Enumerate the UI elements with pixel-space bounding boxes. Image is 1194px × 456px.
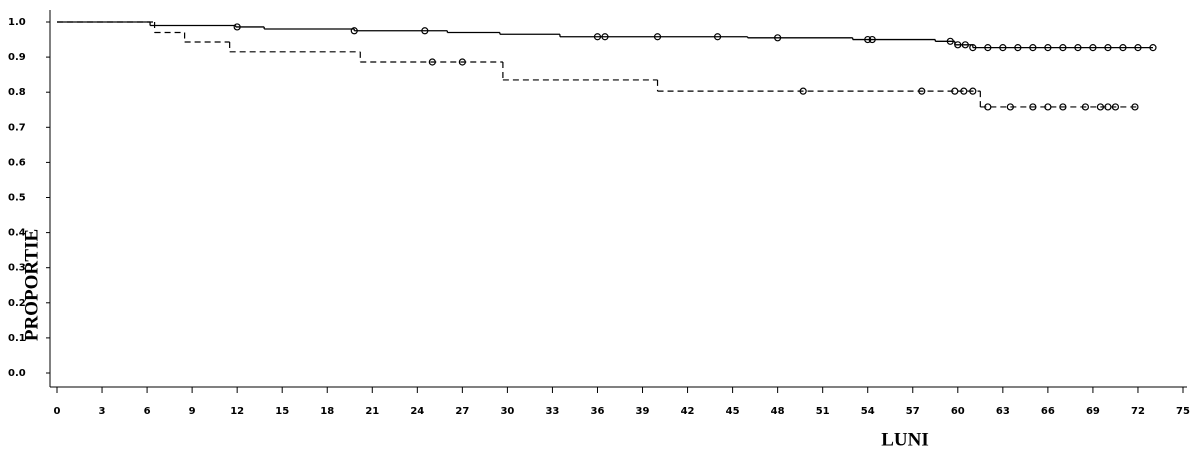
censor-mark <box>233 23 241 31</box>
censor-mark <box>799 87 807 95</box>
censor-mark <box>1059 44 1067 52</box>
y-tick-label: 0.0 <box>8 368 26 379</box>
censor-mark <box>1044 103 1052 111</box>
censor-mark <box>1074 44 1082 52</box>
x-tick-label: 63 <box>996 406 1010 417</box>
x-tick-label: 6 <box>144 406 151 417</box>
censor-mark <box>864 35 872 44</box>
x-tick-label: 66 <box>1041 406 1055 417</box>
censor-mark <box>1029 103 1037 111</box>
censor-mark <box>1104 103 1112 111</box>
censor-mark <box>1029 44 1037 52</box>
censor-mark <box>428 58 436 66</box>
y-tick-label: 0.5 <box>8 193 26 204</box>
censor-mark <box>421 27 429 35</box>
x-tick-label: 72 <box>1131 406 1145 417</box>
x-tick-label: 12 <box>230 406 244 417</box>
censor-mark <box>458 58 466 66</box>
censor-mark <box>999 44 1007 52</box>
x-axis-title: LUNI <box>881 429 929 450</box>
x-tick-label: 15 <box>275 406 289 417</box>
censor-mark <box>961 41 969 49</box>
censor-mark <box>954 41 962 49</box>
y-tick-label: 0.2 <box>8 298 26 309</box>
censor-mark <box>1096 103 1105 111</box>
y-tick-label: 0.7 <box>8 122 26 133</box>
x-tick-label: 69 <box>1086 406 1100 417</box>
y-tick-label: 0.3 <box>8 263 26 274</box>
x-tick-label: 60 <box>951 406 965 417</box>
x-tick-label: 0 <box>54 406 61 417</box>
censor-mark <box>1089 44 1097 52</box>
x-tick-label: 30 <box>500 406 514 417</box>
x-tick-label: 24 <box>410 406 424 417</box>
censor-mark <box>593 33 602 41</box>
y-tick-label: 0.9 <box>8 52 26 63</box>
y-tick-label: 0.8 <box>8 87 26 98</box>
x-tick-label: 3 <box>99 406 106 417</box>
censor-mark <box>1131 103 1139 111</box>
censor-mark <box>969 87 977 95</box>
censor-mark <box>969 44 977 52</box>
censor-mark <box>713 33 722 41</box>
y-axis-title: PROPORTIE <box>21 229 42 341</box>
censor-mark <box>1006 103 1014 111</box>
x-tick-label: 36 <box>591 406 605 417</box>
y-tick-label: 1.0 <box>8 17 26 28</box>
x-tick-label: 9 <box>189 406 196 417</box>
y-tick-label: 0.4 <box>8 228 26 239</box>
censor-mark <box>960 87 968 95</box>
censor-mark <box>918 87 926 95</box>
censor-mark <box>1081 103 1090 111</box>
censor-mark <box>1119 44 1127 52</box>
censor-mark <box>1044 44 1052 52</box>
y-tick-label: 0.1 <box>8 333 26 344</box>
censor-mark <box>1134 44 1142 52</box>
censor-mark <box>1014 44 1022 52</box>
censor-mark <box>350 27 358 35</box>
x-tick-label: 33 <box>545 406 559 417</box>
x-tick-label: 54 <box>861 406 875 417</box>
x-tick-label: 51 <box>816 406 830 417</box>
censor-mark <box>951 87 959 95</box>
censor-mark <box>1149 44 1157 52</box>
censor-mark <box>601 33 609 41</box>
censor-mark <box>653 33 662 41</box>
x-tick-label: 42 <box>681 406 695 417</box>
censor-mark <box>984 44 992 52</box>
censor-mark <box>774 34 782 42</box>
censor-mark <box>1059 103 1067 111</box>
censor-mark <box>868 35 876 44</box>
x-tick-label: 48 <box>771 406 785 417</box>
x-tick-label: 75 <box>1176 406 1190 417</box>
x-tick-label: 39 <box>636 406 650 417</box>
censor-mark <box>946 37 954 45</box>
x-tick-label: 45 <box>726 406 740 417</box>
censor-mark <box>1104 44 1112 52</box>
x-tick-label: 57 <box>906 406 920 417</box>
censor-mark <box>984 103 992 111</box>
y-tick-label: 0.6 <box>8 157 26 168</box>
x-tick-label: 27 <box>455 406 469 417</box>
x-tick-label: 21 <box>365 406 379 417</box>
censor-mark <box>1111 103 1120 111</box>
x-tick-label: 18 <box>320 406 334 417</box>
